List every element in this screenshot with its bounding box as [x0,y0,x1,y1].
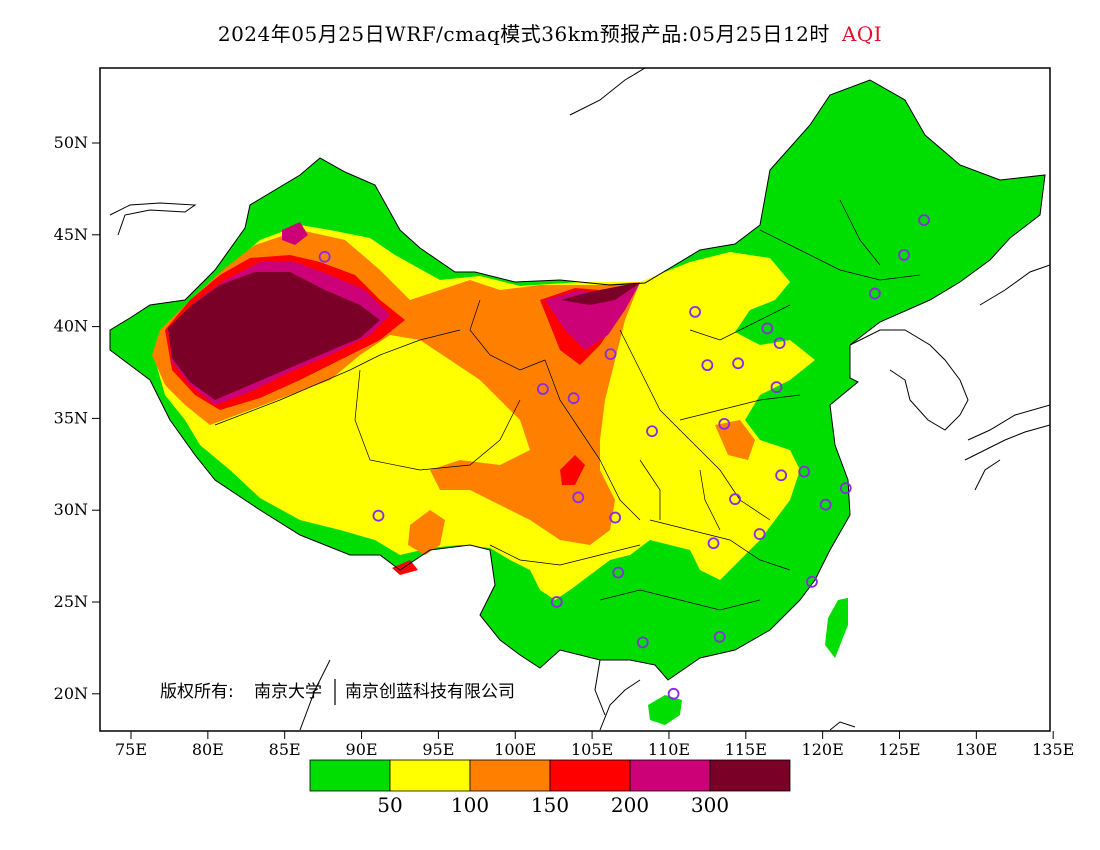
map-title: 2024年05月25日WRF/cmaq模式36km预报产品:05月25日12时 A… [0,18,1100,47]
aqi-orange-patch-south [408,510,445,555]
map-frame [99,67,1051,732]
neighbor-coastlines [109,68,1050,731]
station-marker [572,491,585,504]
station-marker [798,465,811,478]
lat-tick-label: 20N [54,684,88,703]
map-content [109,68,1050,731]
lon-tick-label: 80E [192,740,224,759]
lon-tick-label: 75E [115,740,147,759]
station-marker [667,687,680,700]
station-marker [604,348,617,361]
station-marker [318,250,331,263]
station-marker [773,337,786,350]
lon-tick-label: 115E [725,740,767,759]
station-marker [567,392,580,405]
legend-swatch [629,759,711,792]
copyright-note: 版权所有: 南京大学 南京创蓝科技有限公司 [160,679,515,705]
station-marker [609,511,622,524]
aqi-red-patch-tibet [392,560,418,575]
monitoring-stations [318,214,930,700]
legend-label: 200 [611,793,649,817]
title-text: 2024年05月25日WRF/cmaq模式36km预报产品:05月25日12时 [217,22,830,46]
lat-tick-label: 25N [54,592,88,611]
legend-label: 100 [451,793,489,817]
lat-tick-label: 40N [54,317,88,336]
legend-label: 150 [531,793,569,817]
legend-swatch [709,759,791,792]
lat-tick-label: 35N [54,408,88,427]
station-marker [732,357,745,370]
lon-tick-label: 95E [422,740,454,759]
station-marker [689,306,701,318]
station-marker [729,493,741,506]
aqi-magenta-patch-kaz [282,222,308,245]
aqi-legend: 50 100 150 200 300 [309,759,791,817]
province-boundaries [214,199,921,611]
hainan-island [648,695,682,725]
station-marker [898,249,911,261]
station-marker [636,636,649,649]
station-marker [770,381,783,394]
latitude-axis: 50N 45N 40N 35N 30N 25N 20N [54,133,100,703]
lon-tick-label: 135E [1032,740,1074,759]
station-marker [713,630,726,643]
station-marker [761,322,774,335]
legend-swatch [549,759,631,792]
legend-swatch [389,759,471,792]
longitude-axis: 75E 80E 85E 90E 95E 100E 105E 110E 115E 120E 125E 1… [115,731,1074,759]
aqi-orange-patch-hubei [715,420,755,460]
lon-tick-label: 130E [955,740,997,759]
aqi-maroon-patch-gobi [560,283,640,305]
title-variable: AQI [841,22,883,46]
copyright-org2: 南京创蓝科技有限公司 [345,682,515,702]
station-marker [819,498,832,511]
station-marker [646,425,658,438]
legend-label: 300 [691,793,729,817]
station-marker [805,575,818,588]
station-marker [372,509,385,522]
lon-tick-label: 90E [346,740,378,759]
lon-tick-label: 100E [494,740,536,759]
lon-tick-label: 110E [648,740,690,759]
station-marker [869,287,881,300]
lon-tick-label: 125E [878,740,920,759]
aqi-red-patch-sichuan [560,455,585,485]
lat-tick-label: 45N [54,225,88,244]
lat-tick-label: 30N [54,500,88,519]
copyright-org1: 南京大学 [254,682,322,702]
station-marker [550,596,563,608]
legend-label: 50 [377,793,402,817]
taiwan-island [825,598,848,658]
legend-swatch [469,759,551,792]
station-marker [537,383,549,395]
copyright-prefix: 版权所有: [160,682,234,702]
lon-tick-label: 120E [802,740,844,759]
station-marker [775,469,788,482]
lon-tick-label: 85E [269,740,301,759]
station-marker [839,482,852,495]
station-marker [718,418,731,430]
station-marker [918,214,930,227]
aqi-maroon-region [168,272,380,400]
legend-swatch [309,759,391,792]
station-marker [753,528,766,540]
station-marker [701,359,714,372]
lon-tick-label: 105E [571,740,613,759]
lat-tick-label: 50N [54,133,88,152]
station-marker [707,537,720,550]
station-marker [612,566,625,579]
